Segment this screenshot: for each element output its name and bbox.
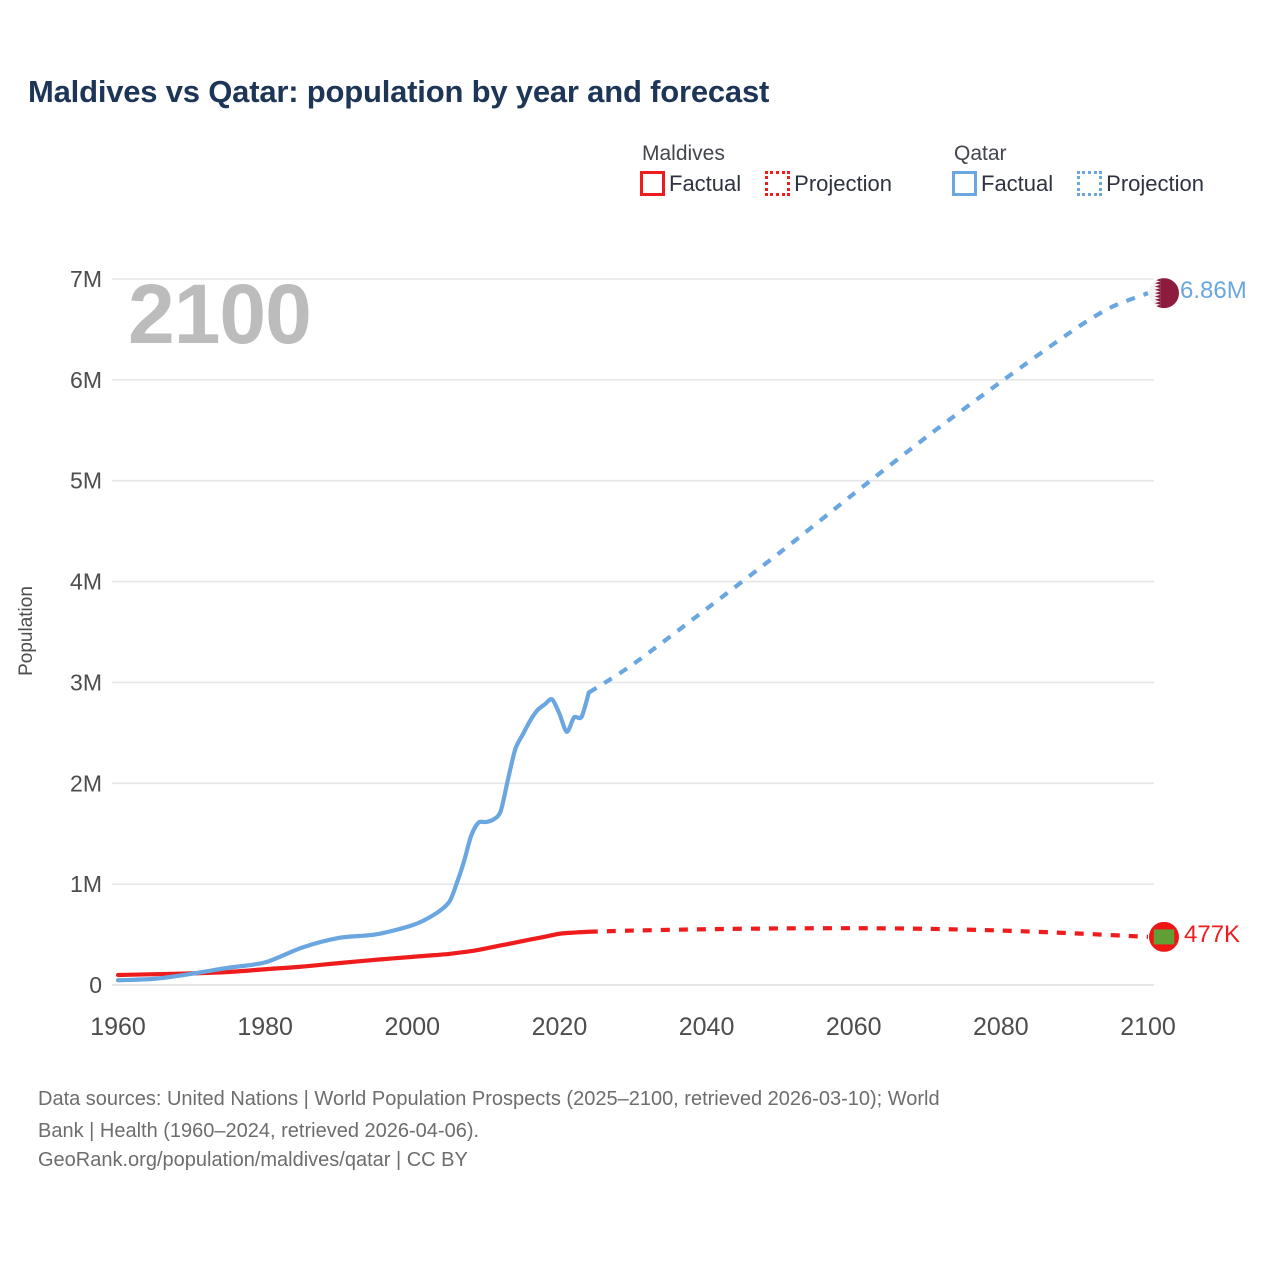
legend-group-title-maldives: Maldives [642,142,725,165]
qatar-flag-marker-icon [1149,278,1179,309]
y-axis-tick-label: 7M [70,266,102,292]
x-axis-tick-labels: 1960 1980 2000 2020 2040 2060 2080 2100 [90,1013,1176,1041]
legend-item-maldives-factual[interactable]: Factual [640,170,742,197]
footer-line-3[interactable]: GeoRank.org/population/maldives/qatar | … [38,1149,468,1172]
page-title: Maldives vs Qatar: population by year an… [28,74,770,109]
footer-line-2: Bank | Health (1960–2024, retrieved 2026… [38,1119,480,1142]
maldives-projection-line [588,926,1149,939]
flag-serration [1154,291,1161,295]
flag-serration [1154,288,1161,292]
legend-label-qatar-projection: Projection [1106,170,1204,196]
maldives-end-value-label: 477K [1184,921,1241,948]
flag-serration [1154,281,1161,285]
legend-label-maldives-factual: Factual [669,170,742,196]
flag-serration [1154,298,1161,302]
y-axis-tick-label: 5M [70,468,102,494]
y-axis-label: Population [15,586,37,676]
legend-item-qatar-factual[interactable]: Factual [952,170,1054,197]
legend-swatch-dotted-icon [1077,171,1103,197]
y-axis-tick-label: 2M [70,770,102,796]
x-axis-tick-label: 1960 [90,1013,146,1041]
legend-items-maldives: Factual Projection [640,170,892,197]
legend-swatch-dotted-icon [765,171,791,197]
y-axis-tick-label: 3M [70,669,102,695]
qatar-factual-line [115,690,591,983]
legend-label-qatar-factual: Factual [981,170,1054,196]
gridlines [112,278,1154,986]
x-axis-tick-label: 2040 [679,1013,735,1041]
x-axis-tick-label: 2080 [973,1013,1029,1041]
legend-group-title-qatar: Qatar [954,142,1007,165]
y-axis-tick-label: 0 [89,972,102,998]
series-end-markers [1149,278,1179,952]
legend-group-qatar: Qatar Factual Projection [952,142,1204,197]
legend-label-maldives-projection: Projection [794,170,892,196]
legend-swatch-solid-icon [640,171,665,197]
x-axis-tick-label: 2100 [1120,1013,1176,1041]
qatar-end-value-label: 6.86M [1180,277,1247,304]
legend-items-qatar: Factual Projection [952,170,1204,197]
flag-serration [1154,284,1161,289]
series-lines [115,291,1149,983]
flag-serration [1154,294,1161,299]
x-axis-tick-label: 2060 [826,1013,882,1041]
x-axis-tick-label: 2020 [532,1013,588,1041]
legend-group-maldives: Maldives Factual Projection [640,142,892,197]
legend-swatch-solid-icon [952,171,977,197]
y-axis-tick-label: 6M [70,367,102,393]
footer-line-1: Data sources: United Nations | World Pop… [38,1088,940,1110]
legend-item-qatar-projection[interactable]: Projection [1077,170,1204,197]
chart-legend: Maldives Factual Projection Qatar Factua… [640,142,1204,197]
y-axis-tick-label: 1M [70,871,102,897]
footer-credits: Data sources: United Nations | World Pop… [38,1085,1238,1176]
maldives-flag-marker-icon [1149,921,1179,952]
y-axis-tick-label: 4M [70,569,102,595]
watermark-year: 2100 [128,267,312,361]
x-axis-tick-label: 1980 [237,1013,293,1041]
x-axis-tick-label: 2000 [384,1013,440,1041]
legend-item-maldives-projection[interactable]: Projection [765,170,892,197]
maldives-factual-line [115,929,591,978]
flag-serration [1154,301,1161,305]
y-axis-tick-labels: 0 1M 2M 3M 4M 5M 6M 7M [70,266,102,998]
qatar-projection-line [587,291,1149,695]
